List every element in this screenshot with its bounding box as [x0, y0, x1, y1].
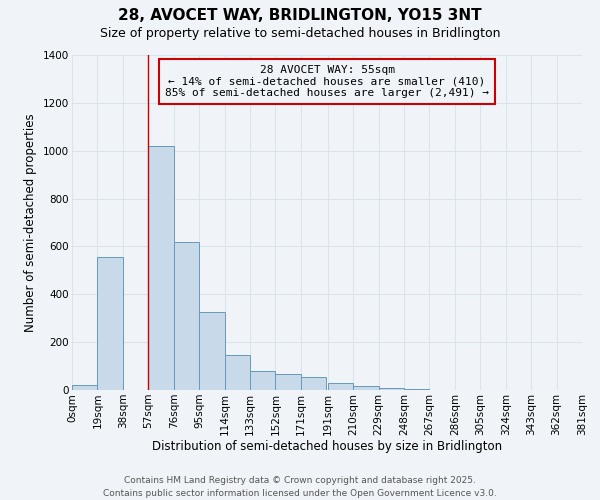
- Bar: [404, 389, 430, 390]
- Bar: [250, 371, 275, 390]
- Y-axis label: Number of semi-detached properties: Number of semi-detached properties: [25, 113, 37, 332]
- X-axis label: Distribution of semi-detached houses by size in Bridlington: Distribution of semi-detached houses by …: [152, 440, 502, 454]
- Bar: [328, 383, 353, 390]
- Bar: [148, 146, 174, 390]
- Bar: [353, 386, 379, 390]
- Bar: [174, 242, 199, 390]
- Text: 28 AVOCET WAY: 55sqm
← 14% of semi-detached houses are smaller (410)
85% of semi: 28 AVOCET WAY: 55sqm ← 14% of semi-detac…: [165, 65, 489, 98]
- Bar: [72, 385, 97, 390]
- Text: 28, AVOCET WAY, BRIDLINGTON, YO15 3NT: 28, AVOCET WAY, BRIDLINGTON, YO15 3NT: [118, 8, 482, 22]
- Bar: [301, 377, 326, 390]
- Bar: [97, 257, 123, 390]
- Bar: [275, 374, 301, 390]
- Text: Contains HM Land Registry data © Crown copyright and database right 2025.
Contai: Contains HM Land Registry data © Crown c…: [103, 476, 497, 498]
- Bar: [199, 312, 224, 390]
- Bar: [224, 354, 250, 390]
- Bar: [379, 388, 404, 390]
- Text: Size of property relative to semi-detached houses in Bridlington: Size of property relative to semi-detach…: [100, 28, 500, 40]
